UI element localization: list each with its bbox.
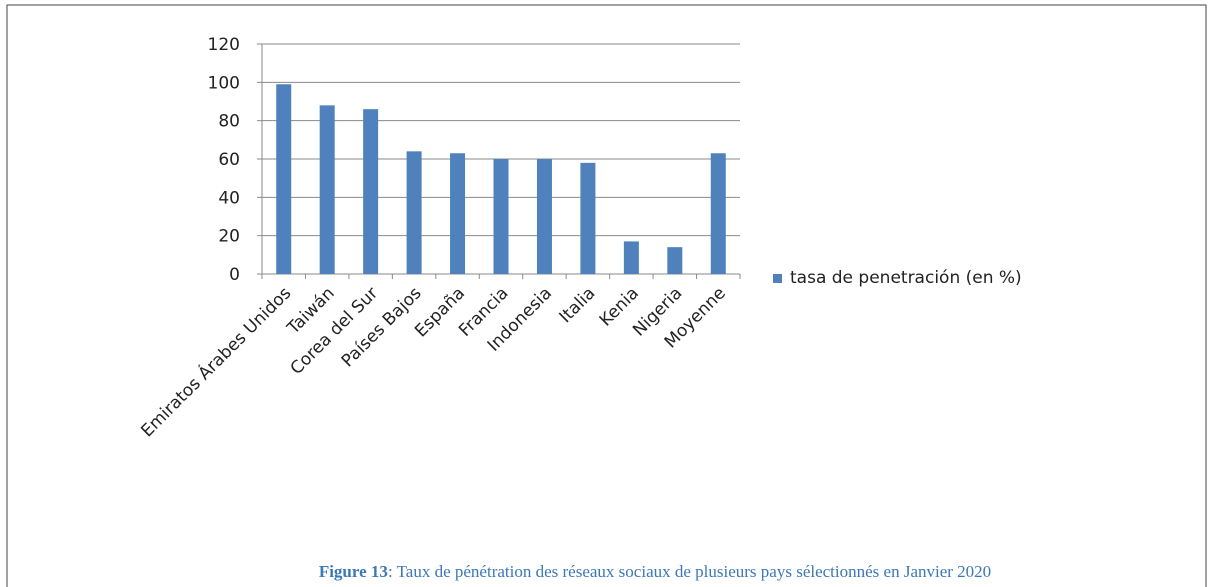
caption: Figure 13: Taux de pénétration des résea… bbox=[319, 562, 991, 581]
bar bbox=[363, 109, 379, 275]
bar bbox=[276, 84, 292, 274]
y-tick-label: 120 bbox=[208, 35, 240, 55]
x-tick-label: Emiratos Árabes Unidos bbox=[136, 282, 295, 441]
bar bbox=[580, 162, 596, 274]
x-tick-label: Italia bbox=[556, 283, 600, 327]
bar bbox=[450, 153, 466, 274]
bar bbox=[536, 159, 552, 274]
legend-swatch bbox=[773, 274, 782, 283]
y-tick-label: 20 bbox=[218, 227, 240, 247]
y-tick-label: 0 bbox=[229, 265, 240, 285]
bar bbox=[406, 151, 422, 274]
bar bbox=[319, 105, 335, 274]
y-tick-label: 100 bbox=[208, 73, 240, 93]
legend-label: tasa de penetración (en %) bbox=[790, 268, 1022, 288]
figure-border bbox=[6, 4, 1207, 587]
y-tick-label: 80 bbox=[218, 112, 240, 132]
caption-text: : Taux de pénétration des réseaux sociau… bbox=[388, 562, 991, 581]
bar bbox=[623, 241, 639, 274]
caption-label: Figure 13 bbox=[319, 562, 388, 581]
bar bbox=[493, 159, 509, 274]
y-tick-label: 60 bbox=[218, 150, 240, 170]
bar bbox=[710, 153, 726, 274]
y-tick-label: 40 bbox=[218, 188, 240, 208]
bar bbox=[667, 247, 683, 274]
